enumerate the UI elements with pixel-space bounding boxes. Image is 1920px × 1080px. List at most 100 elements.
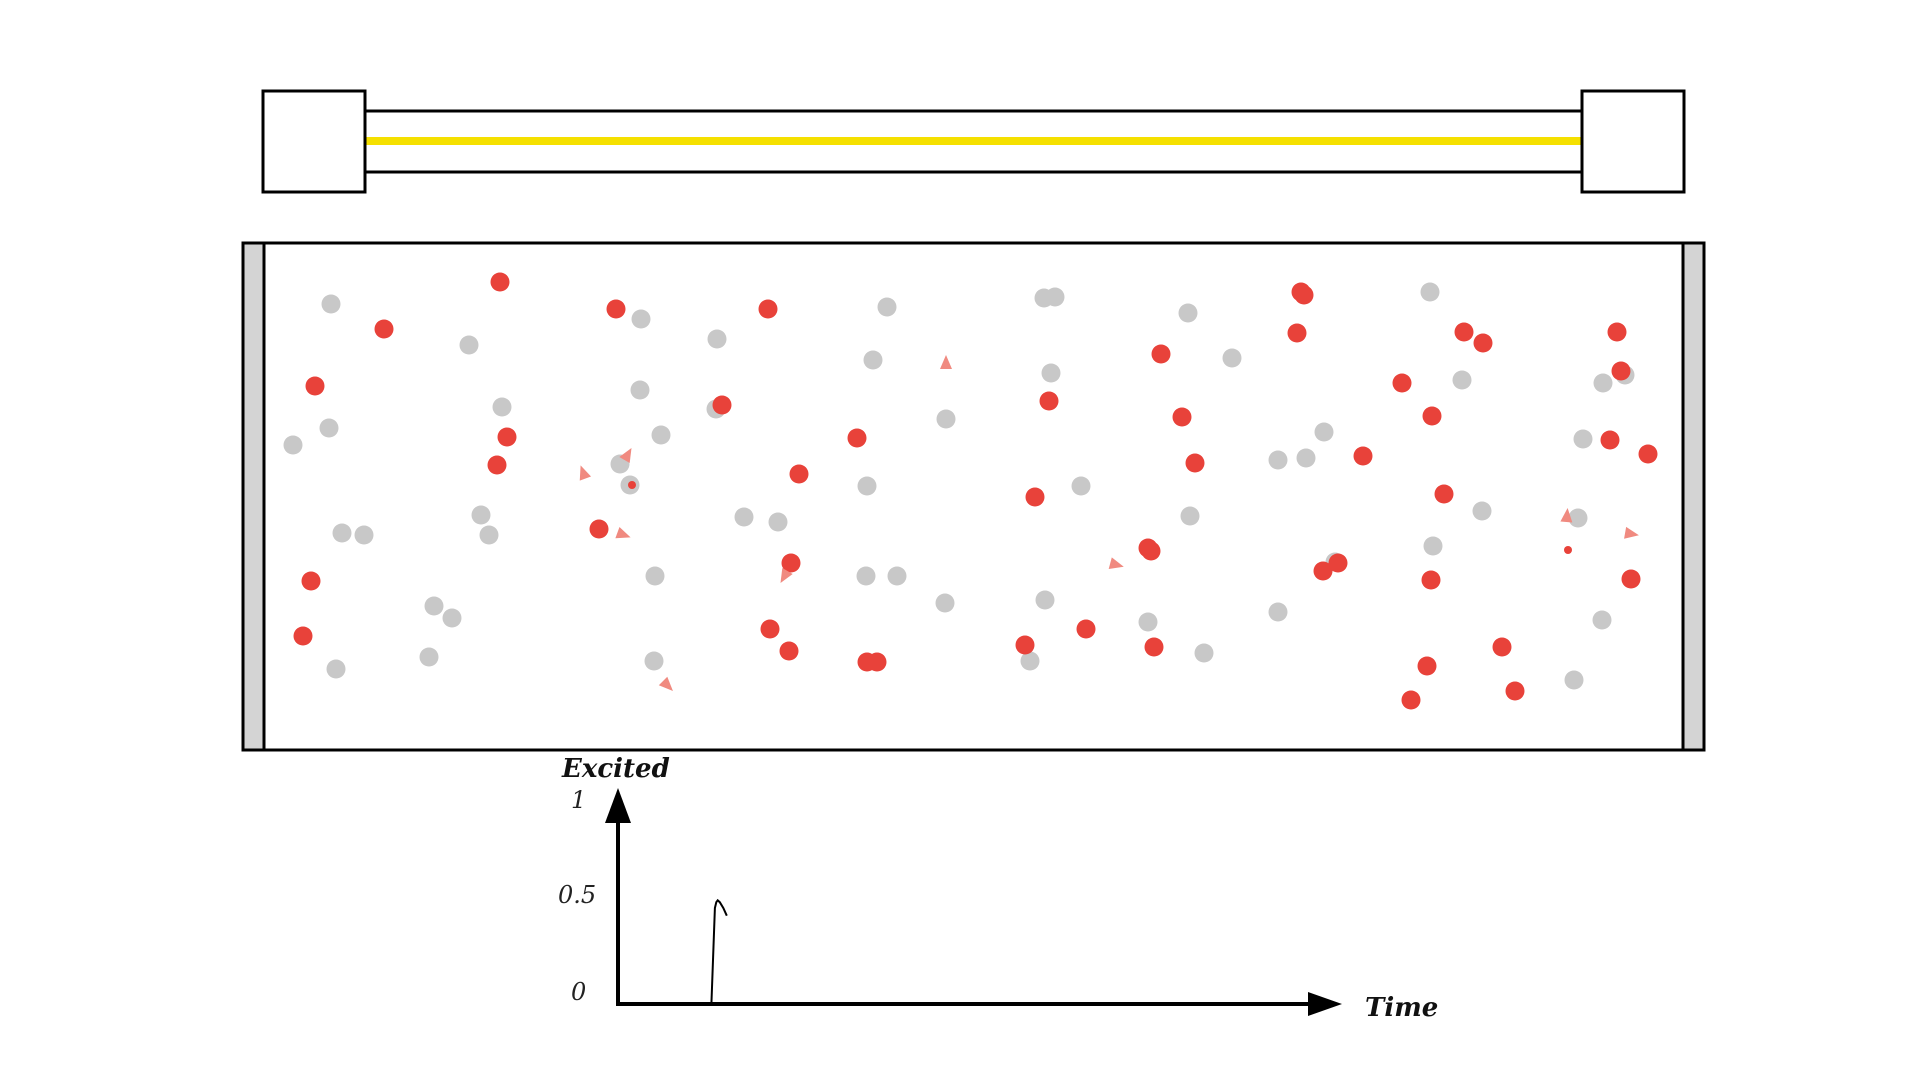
excited-atom <box>1151 344 1171 364</box>
ground-state-atom <box>471 505 491 525</box>
excited-atom <box>1401 690 1421 710</box>
gas-chamber <box>241 241 1706 752</box>
ground-state-atom <box>631 309 651 329</box>
excited-atom <box>1454 322 1474 342</box>
excited-atom <box>1392 373 1412 393</box>
excited-atom <box>1291 282 1311 302</box>
ground-state-atom <box>283 435 303 455</box>
ground-state-atom <box>877 297 897 317</box>
excited-atom <box>712 395 732 415</box>
excited-atom <box>760 619 780 639</box>
ground-state-atom <box>1138 612 1158 632</box>
y-tick-label-0.5: 0.5 <box>558 881 596 909</box>
ground-state-atom <box>1573 429 1593 449</box>
y-axis-arrow <box>605 788 631 823</box>
ground-state-atom <box>1020 651 1040 671</box>
particles-layer <box>283 272 1658 710</box>
excited-atom <box>867 652 887 672</box>
excited-atom <box>758 299 778 319</box>
x-axis-title: Time <box>1365 993 1438 1023</box>
ground-state-atom <box>479 525 499 545</box>
excited-atom <box>1421 570 1441 590</box>
excited-atom <box>1492 637 1512 657</box>
chamber-frame <box>241 241 1706 752</box>
ground-state-atom <box>863 350 883 370</box>
excited-atom <box>1076 619 1096 639</box>
photon <box>658 676 673 691</box>
excited-atom <box>589 519 609 539</box>
ground-state-atom <box>1222 348 1242 368</box>
excited-atom <box>1417 656 1437 676</box>
excited-atom <box>1144 637 1164 657</box>
excited-atom <box>1353 446 1373 466</box>
excited-atom <box>374 319 394 339</box>
excited-atom <box>1313 561 1333 581</box>
ground-state-atom <box>319 418 339 438</box>
excited-atom <box>1621 569 1641 589</box>
photon <box>940 355 952 369</box>
ground-state-atom <box>1593 373 1613 393</box>
ground-state-atom <box>321 294 341 314</box>
photon <box>780 567 793 584</box>
excited-atom <box>1611 361 1631 381</box>
lamp-right-cap <box>1580 89 1686 194</box>
ground-state-atom <box>1314 422 1334 442</box>
x-axis-arrow <box>1308 992 1342 1016</box>
ground-state-atom <box>332 523 352 543</box>
excited-atom <box>293 626 313 646</box>
ground-state-atom <box>887 566 907 586</box>
excited-atom <box>606 299 626 319</box>
ground-state-atom <box>354 525 374 545</box>
ground-state-atom <box>1041 363 1061 383</box>
excited-atom <box>1039 391 1059 411</box>
ground-state-atom <box>734 507 754 527</box>
ground-state-atom <box>326 659 346 679</box>
ground-state-atom <box>935 593 955 613</box>
ground-state-atom <box>1452 370 1472 390</box>
atom-excitation-core <box>1564 546 1572 554</box>
ground-state-atom <box>419 647 439 667</box>
excited-atom <box>1328 553 1348 573</box>
excited-atom <box>301 571 321 591</box>
ground-state-atom <box>936 409 956 429</box>
y-axis-title: Excited <box>561 754 670 784</box>
ground-state-atom <box>1180 506 1200 526</box>
excited-atom <box>497 427 517 447</box>
excited-atom <box>305 376 325 396</box>
y-tick-label-0: 0 <box>571 978 586 1006</box>
photon <box>619 447 632 464</box>
excited-atom <box>1607 322 1627 342</box>
excited-atom <box>1422 406 1442 426</box>
ground-state-atom <box>1178 303 1198 323</box>
ground-state-atom <box>1564 670 1584 690</box>
excited-atom <box>1600 430 1620 450</box>
excited-atom <box>847 428 867 448</box>
ground-state-atom <box>644 651 664 671</box>
chamber-left-wall <box>241 241 266 752</box>
ground-state-atom <box>1472 501 1492 521</box>
excited-atom <box>1434 484 1454 504</box>
ground-state-atom <box>1035 590 1055 610</box>
ground-state-atom <box>707 329 727 349</box>
excited-atom <box>1185 453 1205 473</box>
excited-atom <box>789 464 809 484</box>
excited-atom <box>1172 407 1192 427</box>
photon <box>615 526 631 539</box>
excited-atom <box>1025 487 1045 507</box>
ground-state-atom <box>1034 288 1054 308</box>
ground-state-atom <box>424 596 444 616</box>
excited-atom <box>1473 333 1493 353</box>
ground-state-atom <box>1071 476 1091 496</box>
chamber-right-wall <box>1681 241 1706 752</box>
ground-state-atom <box>442 608 462 628</box>
excited-atom <box>1138 538 1158 558</box>
ground-state-atom <box>651 425 671 445</box>
ground-state-atom <box>459 335 479 355</box>
ground-state-atom <box>857 476 877 496</box>
ground-state-atom <box>1423 536 1443 556</box>
excited-atom <box>1287 323 1307 343</box>
photon <box>1624 526 1639 539</box>
y-tick-label-1: 1 <box>571 786 586 814</box>
ground-state-atom <box>768 512 788 532</box>
